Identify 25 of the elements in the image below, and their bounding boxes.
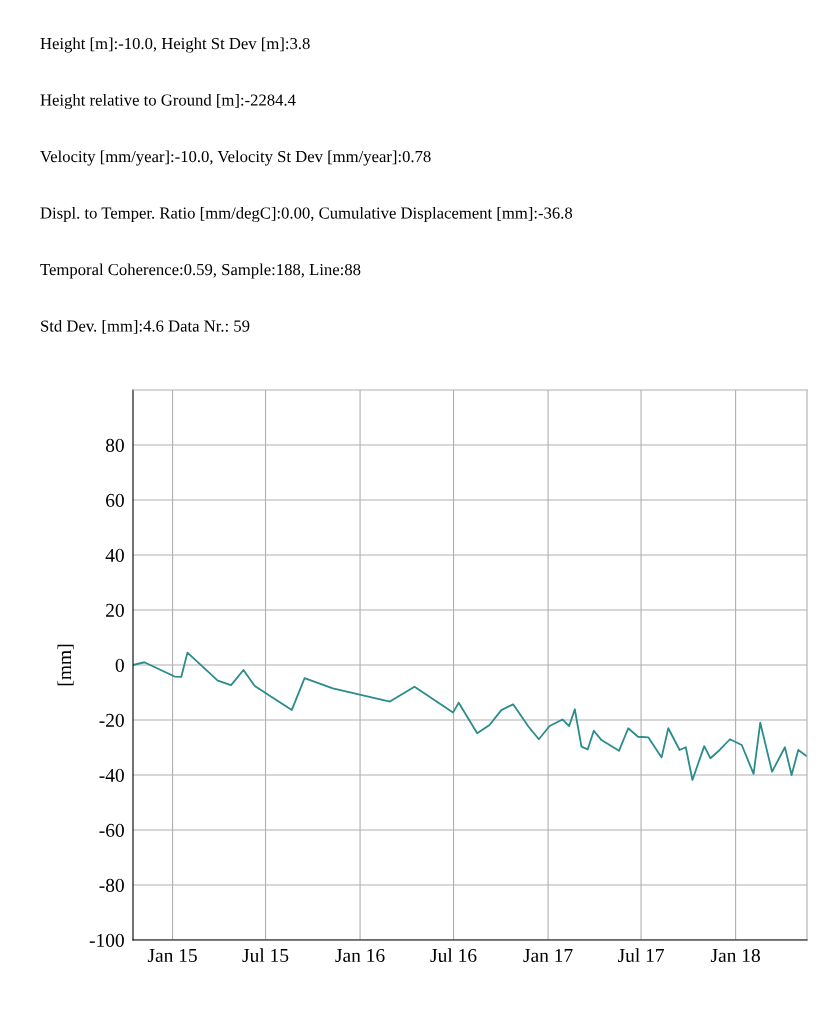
y-tick-label: -80 bbox=[99, 878, 124, 892]
text: Std Dev. [mm]:4.6 Data Nr.: 59 bbox=[41, 319, 250, 334]
text: Height relative to Ground [m]:-2284.4 bbox=[40, 93, 296, 110]
text: Velocity [mm/year]:-10.0, Velocity St Dev [mm/year]:0.78 bbox=[40, 150, 431, 166]
y-tick-label: -60 bbox=[99, 823, 124, 837]
y-tick-label: 60 bbox=[106, 493, 124, 507]
x-tick-label: Jan 15 bbox=[147, 948, 197, 963]
line-series bbox=[133, 651, 807, 781]
y-axis-title: [mm] bbox=[57, 644, 74, 686]
y-tick-label: -40 bbox=[99, 768, 124, 782]
x-tick-label: Jan 16 bbox=[335, 948, 385, 963]
x-tick-label: Jul 15 bbox=[242, 948, 289, 963]
x-tick-label: Jul 17 bbox=[617, 948, 665, 963]
x-tick-label: Jan 17 bbox=[523, 948, 573, 963]
y-tick-label: 20 bbox=[106, 603, 124, 617]
y-tick-label: 40 bbox=[105, 548, 124, 562]
y-tick-label: 0 bbox=[115, 658, 124, 672]
y-tick-label: 80 bbox=[105, 438, 124, 452]
x-tick-label: Jul 16 bbox=[430, 948, 477, 963]
text: Temporal Coherence:0.59, Sample:188, Line:88 bbox=[40, 263, 361, 279]
text: Displ. to Temper. Ratio [mm/degC]:0.00, Cumulative Displacement [mm]:-36.8 bbox=[40, 206, 573, 223]
x-tick-label: Jan 18 bbox=[710, 948, 760, 963]
y-tick-label: -20 bbox=[99, 713, 124, 727]
y-tick-label: -100 bbox=[89, 933, 124, 947]
text: Height [m]:-10.0, Height St Dev [m]:3.8 bbox=[40, 37, 310, 53]
